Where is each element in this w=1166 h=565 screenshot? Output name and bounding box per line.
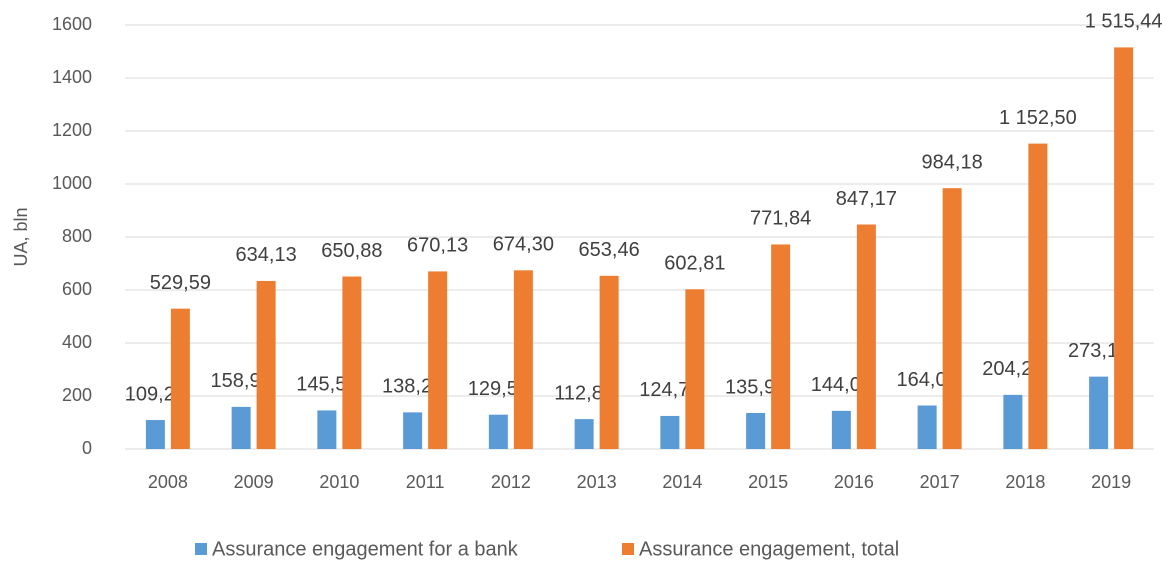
bar — [660, 415, 680, 449]
bar — [1028, 143, 1048, 449]
data-label: 273,10 — [1068, 340, 1129, 362]
bar — [574, 419, 594, 449]
data-label: 124,72 — [639, 379, 700, 401]
x-tick-label: 2015 — [748, 472, 788, 492]
bar — [317, 410, 337, 449]
y-tick-label: 1200 — [52, 120, 92, 140]
data-label: 670,13 — [407, 235, 468, 257]
x-tick-label: 2014 — [662, 472, 702, 492]
bar — [403, 412, 423, 449]
data-label: 674,30 — [493, 234, 554, 256]
data-label: 771,84 — [750, 208, 811, 230]
data-label: 529,59 — [150, 272, 211, 294]
bar — [917, 405, 937, 449]
x-tick-label: 2010 — [319, 472, 359, 492]
data-label: 204,24 — [982, 358, 1043, 380]
data-label: 634,13 — [236, 244, 297, 266]
x-tick-label: 2009 — [234, 472, 274, 492]
data-label: 144,05 — [811, 374, 872, 396]
bar — [831, 410, 851, 449]
x-tick-label: 2013 — [577, 472, 617, 492]
data-label: 1 152,50 — [999, 107, 1077, 129]
bar — [256, 280, 276, 449]
data-label: 135,95 — [725, 376, 786, 398]
x-tick-label: 2018 — [1005, 472, 1045, 492]
y-tick-label: 0 — [82, 438, 92, 458]
bar — [685, 289, 705, 449]
data-label: 158,99 — [211, 370, 272, 392]
y-tick-label: 1400 — [52, 67, 92, 87]
bar — [942, 188, 962, 449]
data-label: 653,46 — [579, 239, 640, 261]
y-axis-label: UA, bln — [11, 207, 31, 266]
legend-label: Assurance engagement for a bank — [212, 538, 519, 560]
x-tick-label: 2016 — [834, 472, 874, 492]
x-tick-label: 2011 — [406, 472, 445, 492]
data-label: 602,81 — [664, 253, 725, 275]
bar — [599, 275, 619, 449]
bar — [231, 406, 251, 449]
data-label: 138,28 — [382, 376, 443, 398]
data-label: 129,50 — [468, 378, 529, 400]
legend-swatch — [195, 543, 207, 555]
bar — [771, 244, 791, 449]
bar — [1114, 47, 1134, 450]
y-tick-label: 1000 — [52, 173, 92, 193]
bar — [170, 308, 190, 449]
x-tick-label: 2017 — [920, 472, 960, 492]
x-tick-label: 2012 — [491, 472, 531, 492]
data-label: 145,58 — [296, 374, 357, 396]
y-tick-label: 800 — [62, 226, 92, 246]
x-tick-label: 2019 — [1091, 472, 1131, 492]
data-label: 1 515,44 — [1085, 11, 1163, 33]
data-label: 109,28 — [125, 383, 186, 405]
data-label: 984,18 — [922, 151, 983, 173]
y-tick-label: 1600 — [52, 14, 92, 34]
y-tick-label: 400 — [62, 332, 92, 352]
legend-label: Assurance engagement, total — [639, 538, 899, 560]
bar — [342, 276, 362, 449]
bar — [488, 414, 508, 449]
bar — [513, 270, 533, 449]
data-label: 164,08 — [897, 369, 958, 391]
data-label: 847,17 — [836, 188, 897, 210]
data-label: 650,88 — [321, 240, 382, 262]
y-tick-label: 200 — [62, 385, 92, 405]
bar — [1089, 376, 1109, 449]
y-tick-label: 600 — [62, 279, 92, 299]
bar — [1003, 394, 1023, 449]
x-tick-label: 2008 — [148, 472, 188, 492]
bar — [428, 271, 448, 449]
bar — [856, 224, 876, 449]
bar — [746, 412, 766, 449]
data-label: 112,80 — [554, 382, 614, 404]
legend-swatch — [622, 543, 634, 555]
bar — [145, 420, 165, 449]
